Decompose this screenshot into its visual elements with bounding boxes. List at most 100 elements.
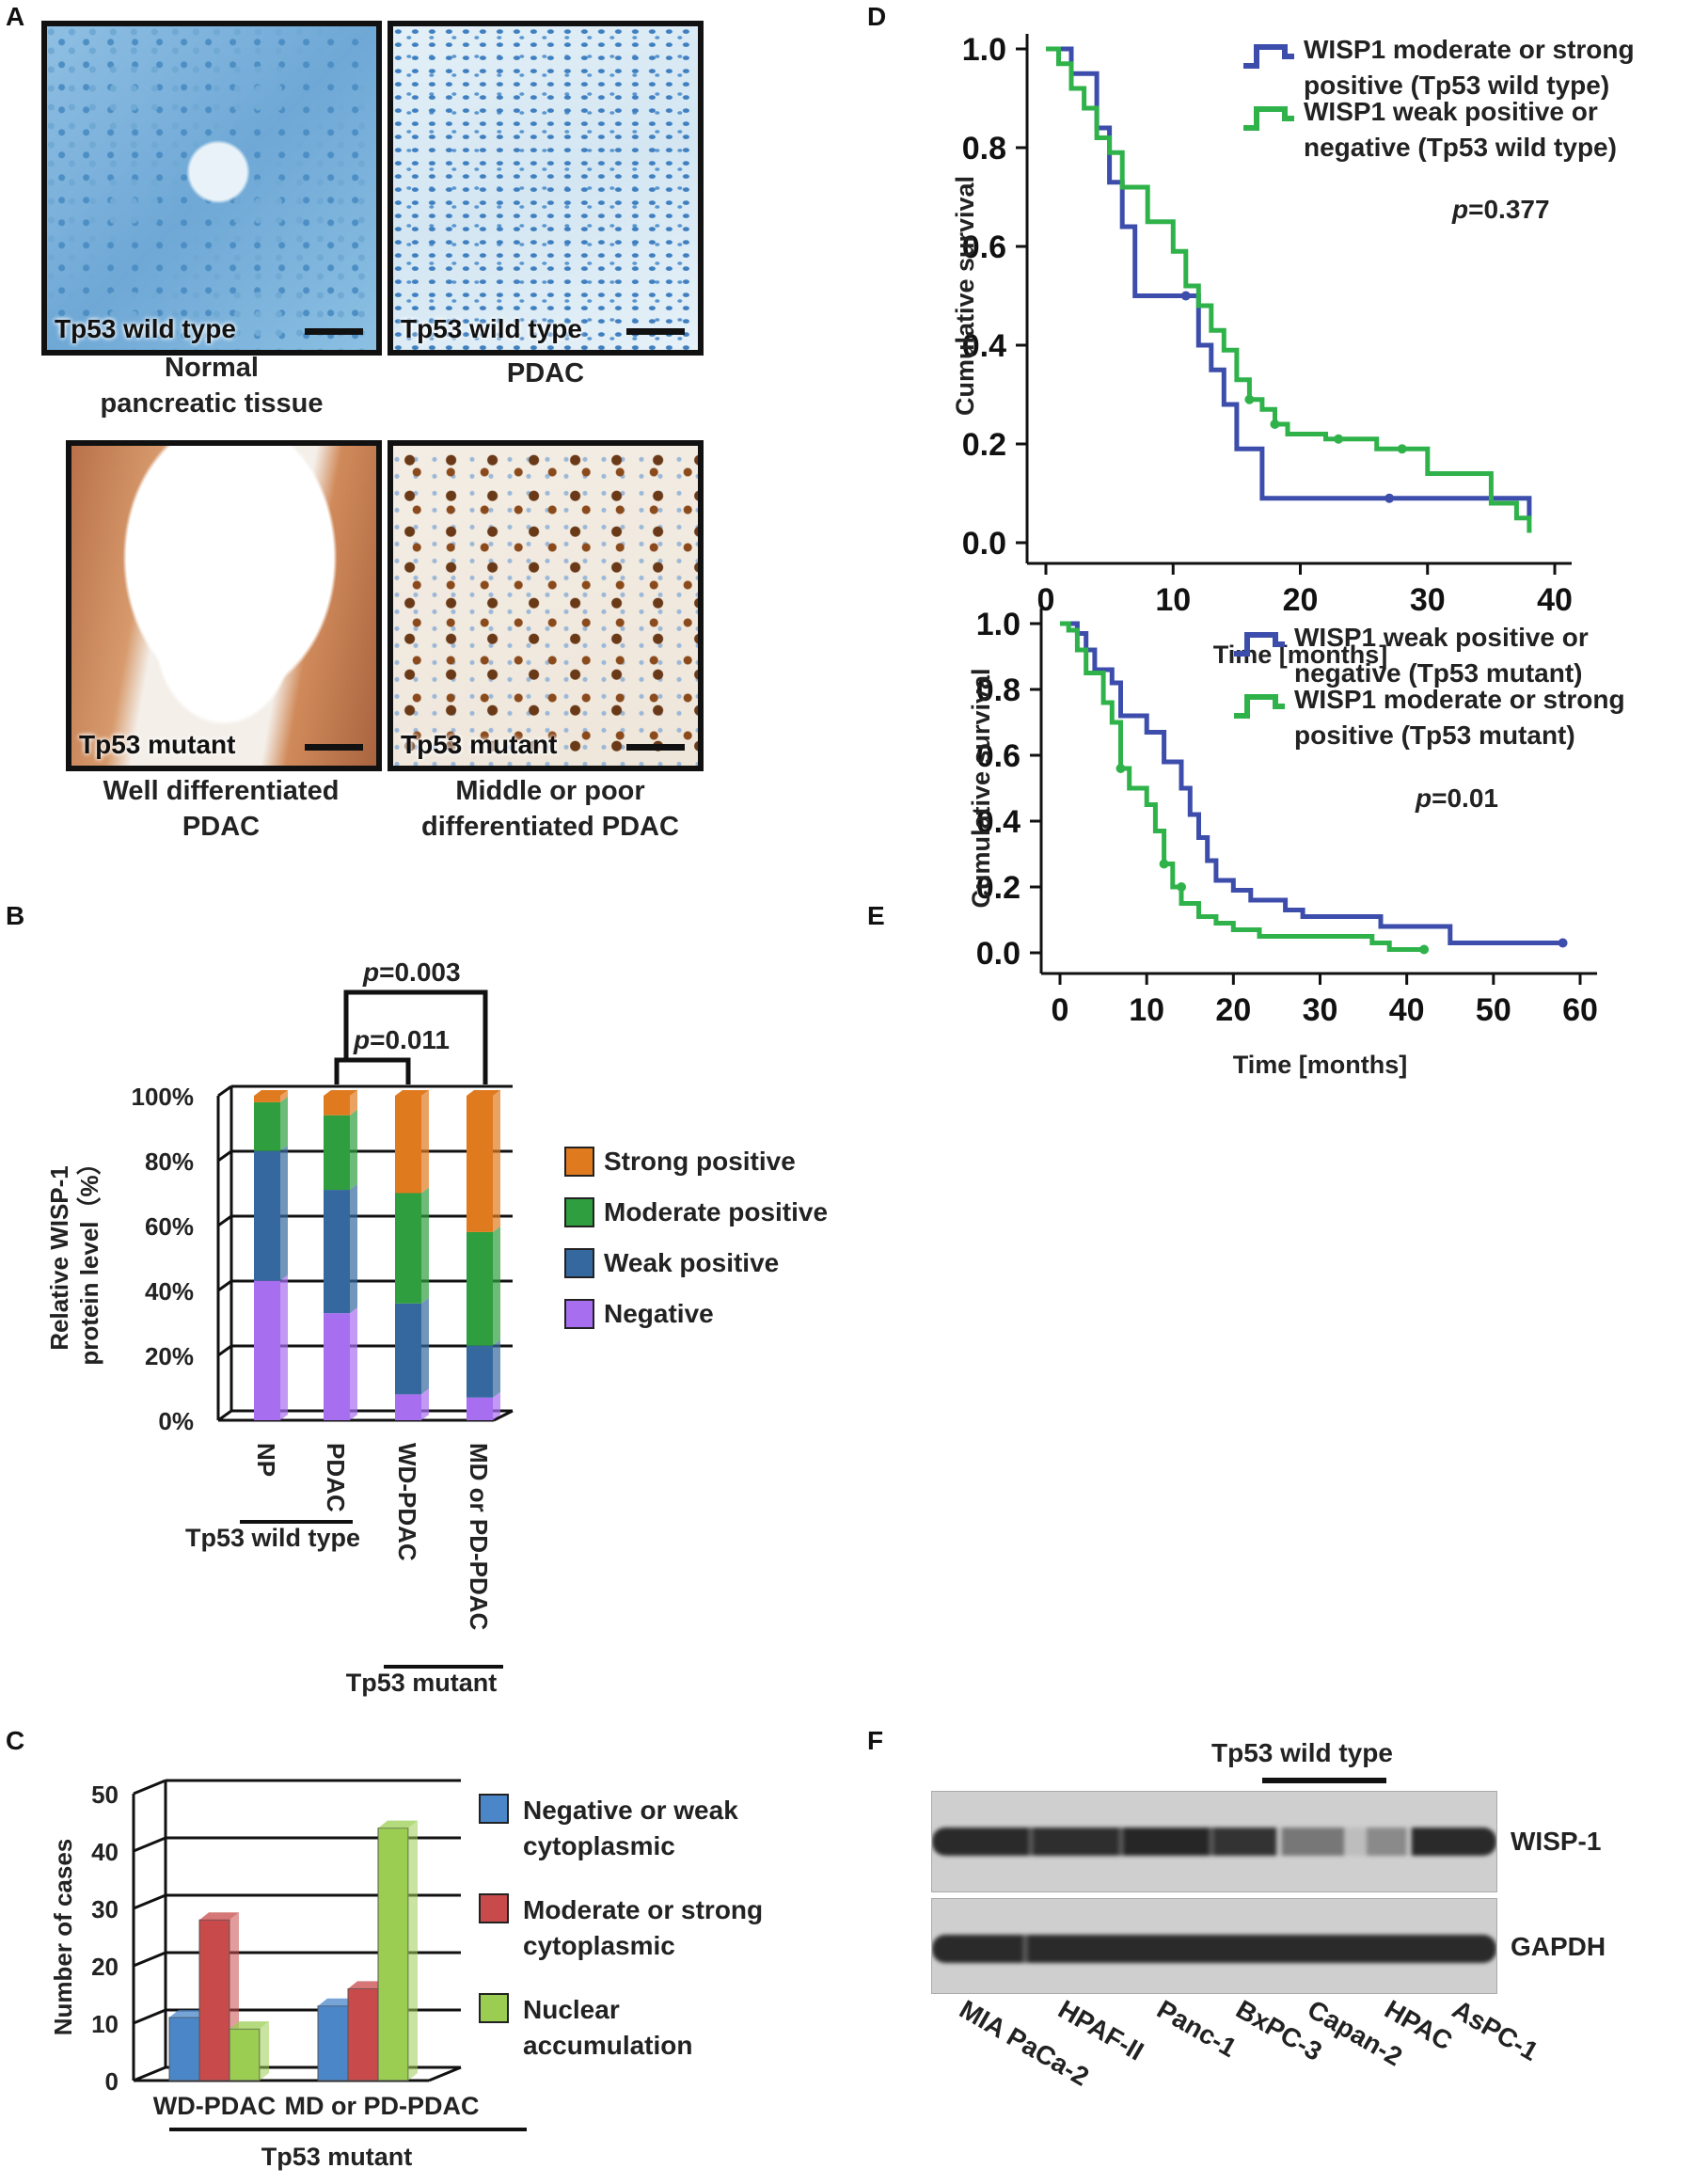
grid-line (217, 1279, 232, 1292)
bar-segment (395, 1303, 421, 1395)
p-value-label: p=0.011 (353, 1025, 450, 1054)
bar-segment-side (280, 1090, 288, 1102)
bar-top (467, 1090, 500, 1096)
grid-line (133, 1836, 166, 1853)
x-category-label: WD-PDAC (393, 1443, 421, 1561)
grid-line (217, 1214, 232, 1227)
x-axis-label: Time [months] (1233, 1051, 1408, 1079)
image-tag: Tp53 mutant (79, 730, 236, 759)
bar-segment (395, 1096, 421, 1194)
bar-segment (395, 1193, 421, 1304)
y-tick-label: 0 (105, 2067, 119, 2096)
bar-top (324, 1090, 357, 1096)
legend-swatch (1234, 694, 1285, 719)
x-category-label: MD or PD-PDAC (285, 2092, 480, 2120)
legend-label: WISP1 moderate or strong (1294, 685, 1625, 714)
y-tick-label: 0.6 (976, 738, 1021, 774)
x-tick-label: 20 (1215, 992, 1251, 1028)
bar-segment-side (421, 1297, 429, 1395)
x-tick-label: 30 (1410, 582, 1446, 618)
y-tick-label: 1.0 (976, 607, 1021, 642)
bar-segment (254, 1101, 280, 1151)
grid-line (133, 1893, 166, 1910)
bar-segment (467, 1231, 493, 1346)
bar (317, 2005, 349, 2081)
y-axis-label: Cumulative survival (967, 668, 995, 908)
image-tag: Tp53 wild type (401, 314, 582, 343)
bar-top (199, 1912, 239, 1921)
histology-image-pdac-wild: Tp53 wild type (388, 21, 704, 356)
grid-line (217, 1084, 232, 1098)
legend-label: Moderate or strong (523, 1895, 763, 1924)
y-tick-label: 80% (145, 1147, 194, 1176)
y-axis-label: Number of cases (49, 1839, 77, 2036)
censor-mark (1115, 764, 1126, 773)
image-caption: Middle or poor differentiated PDAC (421, 776, 679, 842)
y-tick-label: 60% (145, 1212, 194, 1241)
image-tag: Tp53 mutant (401, 730, 558, 759)
bar-segment (324, 1190, 350, 1314)
panel-label-b: B (6, 901, 25, 930)
x-tick-label: 50 (1476, 992, 1511, 1028)
grid-line (133, 2065, 166, 2082)
grid-line (217, 1409, 232, 1422)
bar (198, 1919, 230, 2081)
p-value-label: p=0.01 (1415, 783, 1498, 813)
significance-bracket (334, 1057, 411, 1084)
y-axis-label: Relative WISP-1protein level（%） (45, 1150, 103, 1365)
bar-segment (324, 1115, 350, 1191)
censor-mark (1159, 859, 1169, 869)
blot-band (932, 1828, 1496, 1856)
x-tick-label: 30 (1303, 992, 1338, 1028)
y-tick-label: 50 (91, 1780, 119, 1809)
censor-mark (1177, 882, 1187, 892)
y-tick-label: 20% (145, 1342, 194, 1370)
grid-line (217, 1149, 232, 1163)
y-tick-label: 0.4 (962, 328, 1006, 364)
y-tick-label: 0.4 (976, 804, 1021, 840)
bar-segment (467, 1096, 493, 1232)
grid-line (133, 1951, 166, 1968)
legend-swatch (564, 1197, 594, 1227)
legend-label: Moderate positive (604, 1197, 828, 1227)
legend-label: Negative (604, 1299, 714, 1328)
legend-label: positive (Tp53 wild type) (1304, 71, 1609, 100)
bar-segment-side (280, 1274, 288, 1420)
censor-mark (1384, 493, 1395, 503)
bar-segment-side (493, 1391, 500, 1420)
legend-label: accumulation (523, 2031, 692, 2060)
grid-line (217, 1344, 232, 1357)
legend-label: cytoplasmic (523, 1831, 675, 1860)
y-tick-label: 0.8 (976, 673, 1021, 708)
survival-chart-e: 0.0 0.2 0.4 0.6 0.8 1.0 0 10 20 30 40 50 60 Time [mon… (967, 607, 1625, 1079)
histology-image-poor-differentiated: Tp53 mutant (388, 440, 704, 771)
blot-header-bar (1262, 1778, 1386, 1783)
legend-label: WISP1 weak positive or (1304, 97, 1598, 126)
y-tick-label: 0.2 (962, 427, 1006, 463)
y-tick-label: 100% (132, 1083, 195, 1111)
y-axis-label: Cumulative survival (951, 176, 979, 416)
x-tick-label: 60 (1562, 992, 1598, 1028)
legend-label: negative (Tp53 mutant) (1294, 658, 1582, 688)
panel-label-c: C (6, 1726, 25, 1755)
scale-bar (305, 744, 363, 751)
group-label: Tp53 mutant (346, 1669, 498, 1697)
legend-swatch (1234, 632, 1285, 657)
legend-swatch (479, 1794, 509, 1824)
bar-segment (324, 1313, 350, 1420)
stacked-bar-chart-b: 0% 20% 40% 60% 80% 100% NP PDAC WD-PDAC MD or PD-… (45, 957, 828, 1697)
blot-wisp1 (931, 1791, 1497, 1892)
image-caption: PDAC (506, 358, 585, 388)
legend-label: Weak positive (604, 1248, 779, 1277)
blot-gapdh (931, 1898, 1497, 1994)
bar-segment-side (421, 1187, 429, 1304)
lane-label: Panc-1 (1152, 1994, 1242, 2063)
x-tick-label: 10 (1129, 992, 1164, 1028)
x-category-label: MD or PD-PDAC (465, 1443, 493, 1631)
bar-segment-side (350, 1307, 357, 1420)
bar-segment-side (350, 1090, 357, 1116)
image-tag: Tp53 wild type (55, 314, 236, 343)
y-tick-label: 40% (145, 1277, 194, 1306)
censor-mark (1244, 394, 1255, 404)
x-axis (493, 1409, 514, 1422)
